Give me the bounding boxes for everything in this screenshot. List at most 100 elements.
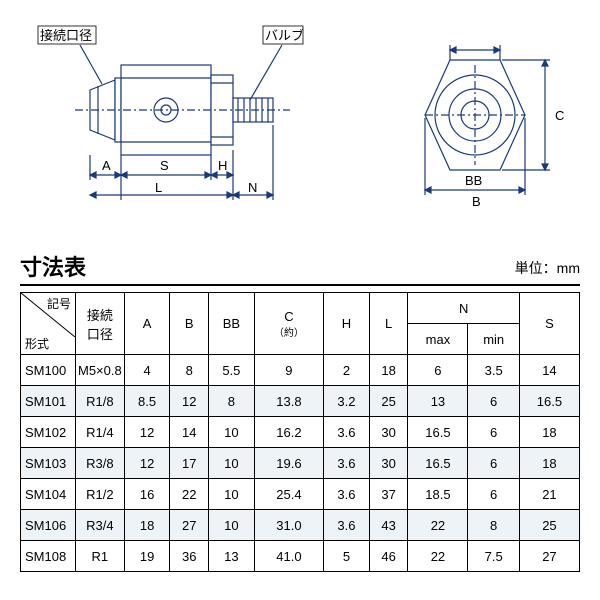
table-row: SM104R1/216221025.43.63718.5621 — [21, 479, 580, 510]
cell-conn: R1 — [76, 541, 125, 572]
header-C: C（約） — [254, 293, 323, 355]
header-B: B — [170, 293, 209, 355]
cell-A: 4 — [124, 355, 170, 386]
table-unit: 単位：mm — [515, 258, 580, 278]
cell-conn: R3/8 — [76, 448, 125, 479]
cell-L: 30 — [369, 417, 408, 448]
label-valve: バルブ — [265, 28, 304, 43]
cell-B: 27 — [170, 510, 209, 541]
cell-B: 36 — [170, 541, 209, 572]
cell-C: 41.0 — [254, 541, 323, 572]
cell-L: 37 — [369, 479, 408, 510]
label-connection: 接続口径 — [40, 28, 92, 43]
cell-A: 8.5 — [124, 386, 170, 417]
cell-C: 9 — [254, 355, 323, 386]
cell-BB: 10 — [209, 510, 255, 541]
cell-S: 18 — [519, 417, 579, 448]
cell-BB: 10 — [209, 479, 255, 510]
cell-BB: 5.5 — [209, 355, 255, 386]
dim-B: B — [472, 194, 481, 209]
cell-B: 22 — [170, 479, 209, 510]
cell-BB: 10 — [209, 448, 255, 479]
cell-BB: 10 — [209, 417, 255, 448]
table-row: SM101R1/88.512813.83.22513616.5 — [21, 386, 580, 417]
cell-Nmin: 3.5 — [468, 355, 519, 386]
dim-N: N — [248, 180, 257, 195]
cell-B: 12 — [170, 386, 209, 417]
cell-A: 16 — [124, 479, 170, 510]
cell-Nmin: 6 — [468, 479, 519, 510]
cell-conn: R3/4 — [76, 510, 125, 541]
cell-model: SM106 — [21, 510, 76, 541]
cell-L: 25 — [369, 386, 408, 417]
dim-A: A — [102, 158, 111, 173]
header-BB: BB — [209, 293, 255, 355]
header-Nmax: max — [408, 324, 468, 355]
cell-C: 25.4 — [254, 479, 323, 510]
cell-model: SM103 — [21, 448, 76, 479]
cell-BB: 8 — [209, 386, 255, 417]
cell-S: 27 — [519, 541, 579, 572]
cell-conn: R1/4 — [76, 417, 125, 448]
cell-L: 43 — [369, 510, 408, 541]
dim-H: H — [218, 158, 227, 173]
dim-BB: BB — [465, 173, 482, 188]
cell-Nmax: 22 — [408, 510, 468, 541]
cell-Nmax: 13 — [408, 386, 468, 417]
cell-Nmax: 16.5 — [408, 448, 468, 479]
table-row: SM103R3/812171019.63.63016.5618 — [21, 448, 580, 479]
cell-conn: R1/8 — [76, 386, 125, 417]
cell-H: 2 — [324, 355, 370, 386]
header-S: S — [519, 293, 579, 355]
cell-B: 8 — [170, 355, 209, 386]
table-row: SM108R119361341.0546227.527 — [21, 541, 580, 572]
table-title-block: 寸法表 単位：mm — [20, 250, 580, 286]
cell-Nmin: 7.5 — [468, 541, 519, 572]
cell-Nmin: 6 — [468, 417, 519, 448]
cell-Nmax: 6 — [408, 355, 468, 386]
cell-C: 13.8 — [254, 386, 323, 417]
cell-model: SM108 — [21, 541, 76, 572]
cell-S: 21 — [519, 479, 579, 510]
header-L: L — [369, 293, 408, 355]
cell-conn: R1/2 — [76, 479, 125, 510]
cell-A: 12 — [124, 417, 170, 448]
table-row: SM106R3/418271031.03.64322825 — [21, 510, 580, 541]
header-model: 記号 形式 — [21, 293, 76, 355]
cell-model: SM101 — [21, 386, 76, 417]
cell-Nmin: 6 — [468, 386, 519, 417]
cell-S: 25 — [519, 510, 579, 541]
cell-C: 31.0 — [254, 510, 323, 541]
header-N: N — [408, 293, 519, 324]
cell-C: 19.6 — [254, 448, 323, 479]
cell-model: SM104 — [21, 479, 76, 510]
cell-Nmax: 18.5 — [408, 479, 468, 510]
cell-Nmin: 8 — [468, 510, 519, 541]
dim-C: C — [555, 108, 564, 123]
cell-Nmin: 6 — [468, 448, 519, 479]
cell-Nmax: 22 — [408, 541, 468, 572]
header-Nmin: min — [468, 324, 519, 355]
cell-model: SM102 — [21, 417, 76, 448]
cell-H: 5 — [324, 541, 370, 572]
cell-A: 19 — [124, 541, 170, 572]
cell-S: 18 — [519, 448, 579, 479]
cell-B: 17 — [170, 448, 209, 479]
cell-A: 12 — [124, 448, 170, 479]
cell-B: 14 — [170, 417, 209, 448]
cell-C: 16.2 — [254, 417, 323, 448]
dim-S: S — [160, 158, 169, 173]
header-H: H — [324, 293, 370, 355]
cell-S: 14 — [519, 355, 579, 386]
cell-H: 3.6 — [324, 479, 370, 510]
cell-L: 30 — [369, 448, 408, 479]
cell-model: SM100 — [21, 355, 76, 386]
cell-H: 3.2 — [324, 386, 370, 417]
cell-L: 46 — [369, 541, 408, 572]
cell-H: 3.6 — [324, 510, 370, 541]
cell-H: 3.6 — [324, 417, 370, 448]
cell-Nmax: 16.5 — [408, 417, 468, 448]
table-title: 寸法表 — [20, 250, 86, 282]
cell-A: 18 — [124, 510, 170, 541]
header-connection: 接続 口径 — [76, 293, 125, 355]
